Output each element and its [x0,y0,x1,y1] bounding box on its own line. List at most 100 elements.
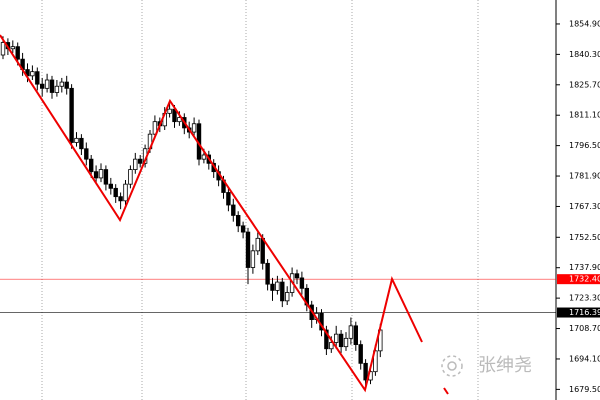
candle-body [40,83,45,89]
y-tick-label: 1723.30 [569,294,600,303]
candle-body [280,281,285,302]
candle-body [348,325,354,339]
candle [133,152,138,174]
candle [284,286,290,305]
candle-body [235,215,241,227]
candle-body [324,329,329,350]
candle-body [343,337,349,348]
y-tick-label: 1737.90 [569,263,600,272]
candle [353,321,358,351]
arrow-annotation [443,387,449,395]
candle-body [103,169,109,185]
candle [324,325,329,355]
candle [226,188,231,212]
candle-body [133,158,138,170]
candle [10,40,15,53]
candle [84,142,89,166]
candle [49,75,55,99]
price-label-bg [557,274,600,285]
candle-body [10,46,15,50]
candle-body [74,137,79,143]
candle-body [84,148,89,160]
candle [250,244,256,274]
candle [93,165,99,185]
candle [44,73,50,93]
candle-body [245,231,251,268]
candle [79,134,84,155]
y-tick-label: 1694.10 [569,354,600,363]
candle [358,340,363,370]
candle-body [226,192,231,206]
candle-body [69,87,74,143]
price-label-bg [557,307,600,318]
candle [69,84,74,149]
candle-body [299,277,305,289]
candle [54,80,60,97]
candle-body [363,362,368,381]
candle [191,117,197,137]
candle-body [240,225,246,233]
y-tick-label: 1840.30 [569,50,600,59]
candle-body [89,158,94,173]
candle-body [98,169,104,179]
candle [338,330,344,353]
candle [59,77,64,93]
y-tick-label: 1811.10 [569,111,600,120]
candle [270,277,275,301]
candle-body [358,344,363,364]
candle [64,75,69,95]
candle-body [201,154,207,160]
price-label: 1716.39 [569,308,600,317]
candle [231,198,236,222]
candle [74,132,79,147]
candle-body [338,333,344,348]
candle-body [137,158,143,164]
price-label: 1732.40 [569,275,600,284]
candle-body [79,137,84,150]
candle [98,163,104,183]
candle [113,184,118,203]
candle [137,155,143,168]
candle [35,67,40,91]
candle-body [329,342,334,350]
candle-body [353,325,358,345]
candle-body [294,273,300,279]
candle-body [231,204,236,216]
candle-body [177,117,182,123]
plot [0,36,556,387]
candle-body [128,169,133,185]
y-tick-label: 1679.50 [569,385,600,394]
candle-body [93,171,99,179]
candle [240,221,246,239]
candle [255,232,260,255]
y-tick-label: 1767.30 [569,202,600,211]
y-tick-label: 1781.90 [569,172,600,181]
y-tick-label: 1796.50 [569,141,600,150]
watermark-text: 张绅尧 [478,355,532,376]
candle-body [250,250,256,268]
candle [363,359,368,387]
candle [128,165,133,189]
candle-body [49,79,55,93]
y-tick-label: 1825.70 [569,80,600,89]
candle-body [15,46,20,60]
candle [265,259,270,291]
candle-body [270,283,275,291]
zigzag-annotation [0,34,423,393]
candle-body [333,333,339,343]
candle [108,177,113,195]
candle [343,332,349,351]
candle [299,271,305,295]
candle [123,180,128,205]
candle-body [167,108,172,114]
candle [30,65,35,80]
candle-body [152,121,158,135]
candle-body [275,281,280,291]
y-tick-label: 1854.90 [569,19,600,28]
candle [118,192,123,210]
candle [280,277,285,308]
y-tick-label: 1752.50 [569,233,600,242]
candle [294,269,300,285]
candle-body [284,292,290,302]
